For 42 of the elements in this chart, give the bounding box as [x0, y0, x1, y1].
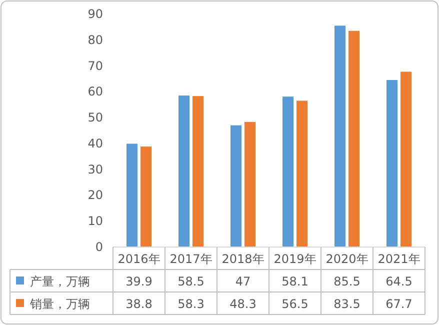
- data-label: 38.8: [126, 297, 152, 311]
- y-tick-label: 0: [95, 240, 103, 254]
- data-label: 83.5: [334, 297, 360, 311]
- bar: [244, 122, 256, 247]
- y-tick-label: 60: [88, 84, 103, 99]
- bar: [282, 96, 294, 247]
- y-tick-label: 30: [88, 162, 103, 176]
- y-tick-label: 80: [88, 32, 103, 47]
- x-tick-label: 2019年: [274, 252, 316, 266]
- data-label: 67.7: [386, 297, 412, 311]
- x-tick-label: 2021年: [378, 252, 420, 266]
- bar: [296, 100, 308, 247]
- y-tick-label: 70: [88, 58, 103, 73]
- y-tick-label: 10: [88, 214, 103, 228]
- bar: [178, 96, 190, 247]
- bar: [386, 80, 398, 247]
- legend-label: 销量，万辆: [29, 297, 90, 311]
- bar: [348, 30, 360, 247]
- y-tick-label: 20: [88, 188, 103, 202]
- bar: [334, 26, 346, 247]
- data-label: 48.3: [230, 297, 256, 311]
- y-tick-label: 50: [88, 110, 103, 125]
- data-label: 39.9: [126, 274, 152, 288]
- bar: [140, 146, 152, 247]
- y-tick-label: 40: [88, 136, 103, 150]
- y-tick-label: 90: [88, 7, 103, 21]
- data-label: 64.5: [386, 274, 412, 288]
- bar: [192, 96, 204, 247]
- data-label: 58.1: [282, 274, 308, 288]
- data-label: 85.5: [334, 274, 360, 288]
- bar: [230, 125, 242, 247]
- legend-label: 产量，万辆: [30, 274, 90, 288]
- data-label: 56.5: [282, 297, 308, 311]
- data-label: 58.3: [178, 297, 204, 311]
- x-tick-label: 2018年: [222, 252, 264, 266]
- x-tick-label: 2017年: [170, 252, 212, 266]
- data-label: 58.5: [178, 274, 204, 288]
- bar: [400, 72, 412, 247]
- data-label: 47: [235, 274, 251, 288]
- bar: [126, 144, 138, 247]
- x-tick-label: 2020年: [326, 252, 368, 266]
- x-tick-label: 2016年: [118, 252, 160, 266]
